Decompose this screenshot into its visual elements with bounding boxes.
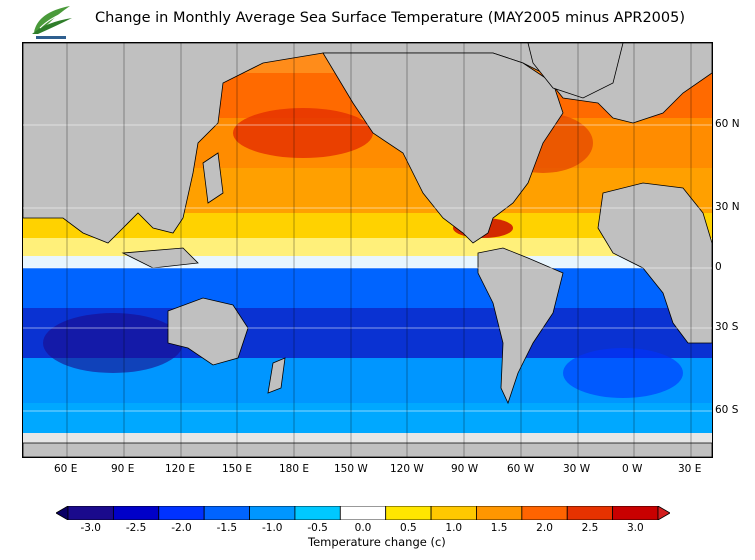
chart-title: Change in Monthly Average Sea Surface Te… [95, 10, 686, 26]
lon-label-30w: 30 W [563, 463, 591, 475]
lon-label-180e: 180 E [279, 463, 310, 475]
colorbar-cell [521, 506, 568, 520]
colorbar-cell [249, 506, 296, 520]
lat-label-60s: 60 S [715, 404, 739, 416]
lat-label-30s: 30 S [715, 321, 739, 333]
colorbar-tick-label: 0.5 [400, 522, 417, 534]
colorbar-cell [476, 506, 523, 520]
colorbar-tick-label: 2.5 [581, 522, 599, 534]
colorbar-tick-label: -3.0 [80, 522, 101, 534]
colorbar-cell [112, 506, 160, 520]
lat-label-60n: 60 N [715, 118, 740, 130]
lon-label-150w: 150 W [334, 463, 368, 475]
sst-map [22, 42, 713, 458]
colorbar-cell [566, 506, 614, 520]
lon-label-30e: 30 E [678, 463, 702, 475]
colorbar-cell [67, 506, 114, 520]
lon-label-120w: 120 W [390, 463, 424, 475]
colorbar-cell [339, 506, 387, 520]
colorbar-tick-label: -2.5 [125, 522, 147, 534]
lon-label-150e: 150 E [222, 463, 253, 475]
colorbar-cell [385, 506, 432, 520]
colorbar-tick-label: -2.0 [171, 522, 192, 534]
colorbar-tick-label: 1.0 [445, 522, 463, 534]
lon-label-120e: 120 E [165, 463, 196, 475]
lon-label-90e: 90 E [111, 463, 135, 475]
lon-label-0w: 0 W [622, 463, 643, 475]
colorbar-under-arrow [56, 506, 69, 520]
colorbar-over-arrow [657, 506, 670, 520]
lon-label-60w: 60 W [507, 463, 535, 475]
logo [28, 2, 78, 42]
lon-label-60e: 60 E [54, 463, 78, 475]
colorbar-title: Temperature change (c) [308, 535, 446, 549]
colorbar-cell [158, 506, 205, 520]
colorbar-cell [294, 506, 341, 520]
colorbar-cell [612, 506, 659, 520]
colorbar-tick-label: -1.0 [261, 522, 283, 534]
colorbar-tick-label: -0.5 [307, 522, 328, 534]
colorbar-tick-label: 0.0 [354, 522, 372, 534]
colorbar-cell [430, 506, 477, 520]
lon-label-90w: 90 W [451, 463, 479, 475]
colorbar-tick-label: 3.0 [626, 522, 644, 534]
colorbar [56, 506, 670, 520]
lat-label-0: 0 [715, 261, 722, 273]
colorbar-tick-label: 2.0 [536, 522, 553, 534]
colorbar-cell [203, 506, 250, 520]
lat-label-30n: 30 N [715, 201, 740, 213]
colorbar-tick-label: 1.5 [490, 522, 508, 534]
colorbar-tick-label: -1.5 [216, 522, 238, 534]
